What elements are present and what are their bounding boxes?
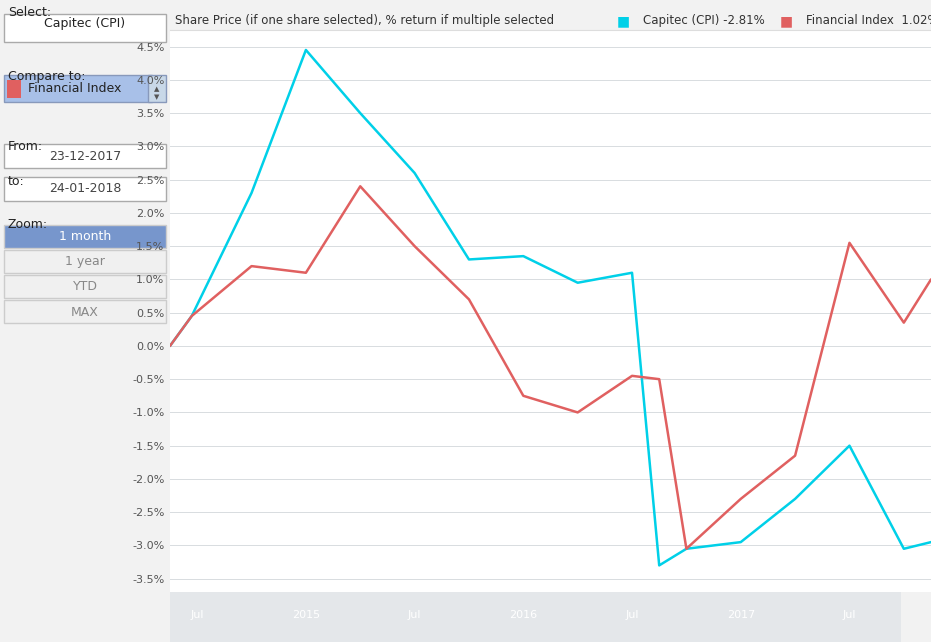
FancyBboxPatch shape xyxy=(4,250,166,273)
FancyBboxPatch shape xyxy=(4,177,166,201)
Text: Jul: Jul xyxy=(626,609,639,620)
FancyBboxPatch shape xyxy=(4,75,152,102)
Text: 1 year: 1 year xyxy=(65,256,105,268)
Text: to:: to: xyxy=(8,175,25,188)
FancyBboxPatch shape xyxy=(4,300,166,323)
Text: ■: ■ xyxy=(617,14,630,28)
Text: Compare to:: Compare to: xyxy=(8,70,86,83)
Text: Financial Index: Financial Index xyxy=(28,82,121,94)
FancyBboxPatch shape xyxy=(148,75,166,102)
Text: 2015: 2015 xyxy=(291,609,320,620)
Text: 23-12-2017: 23-12-2017 xyxy=(48,150,121,162)
Text: Jul: Jul xyxy=(191,609,204,620)
Text: 24-01-2018: 24-01-2018 xyxy=(48,182,121,196)
Text: ▼: ▼ xyxy=(155,94,160,100)
Text: 2017: 2017 xyxy=(726,609,755,620)
Text: Jul: Jul xyxy=(408,609,422,620)
Text: ■: ■ xyxy=(780,14,793,28)
FancyBboxPatch shape xyxy=(7,80,21,98)
Text: 2016: 2016 xyxy=(509,609,537,620)
FancyBboxPatch shape xyxy=(4,14,166,42)
Text: ▲: ▲ xyxy=(155,86,160,92)
Text: Zoom:: Zoom: xyxy=(8,218,48,231)
Text: 1 month: 1 month xyxy=(59,230,111,243)
Text: Capitec (CPI): Capitec (CPI) xyxy=(45,17,126,31)
Text: Jul: Jul xyxy=(843,609,857,620)
FancyBboxPatch shape xyxy=(4,275,166,298)
Text: Share Price (if one share selected), % return if multiple selected: Share Price (if one share selected), % r… xyxy=(175,14,554,27)
FancyBboxPatch shape xyxy=(4,225,166,248)
Text: Capitec (CPI) -2.81%: Capitec (CPI) -2.81% xyxy=(643,14,764,27)
Text: Financial Index  1.02%: Financial Index 1.02% xyxy=(806,14,931,27)
Text: YTD: YTD xyxy=(73,281,98,293)
FancyBboxPatch shape xyxy=(4,144,166,168)
Text: Select:: Select: xyxy=(8,6,51,19)
Text: MAX: MAX xyxy=(71,306,99,318)
Text: From:: From: xyxy=(8,140,43,153)
